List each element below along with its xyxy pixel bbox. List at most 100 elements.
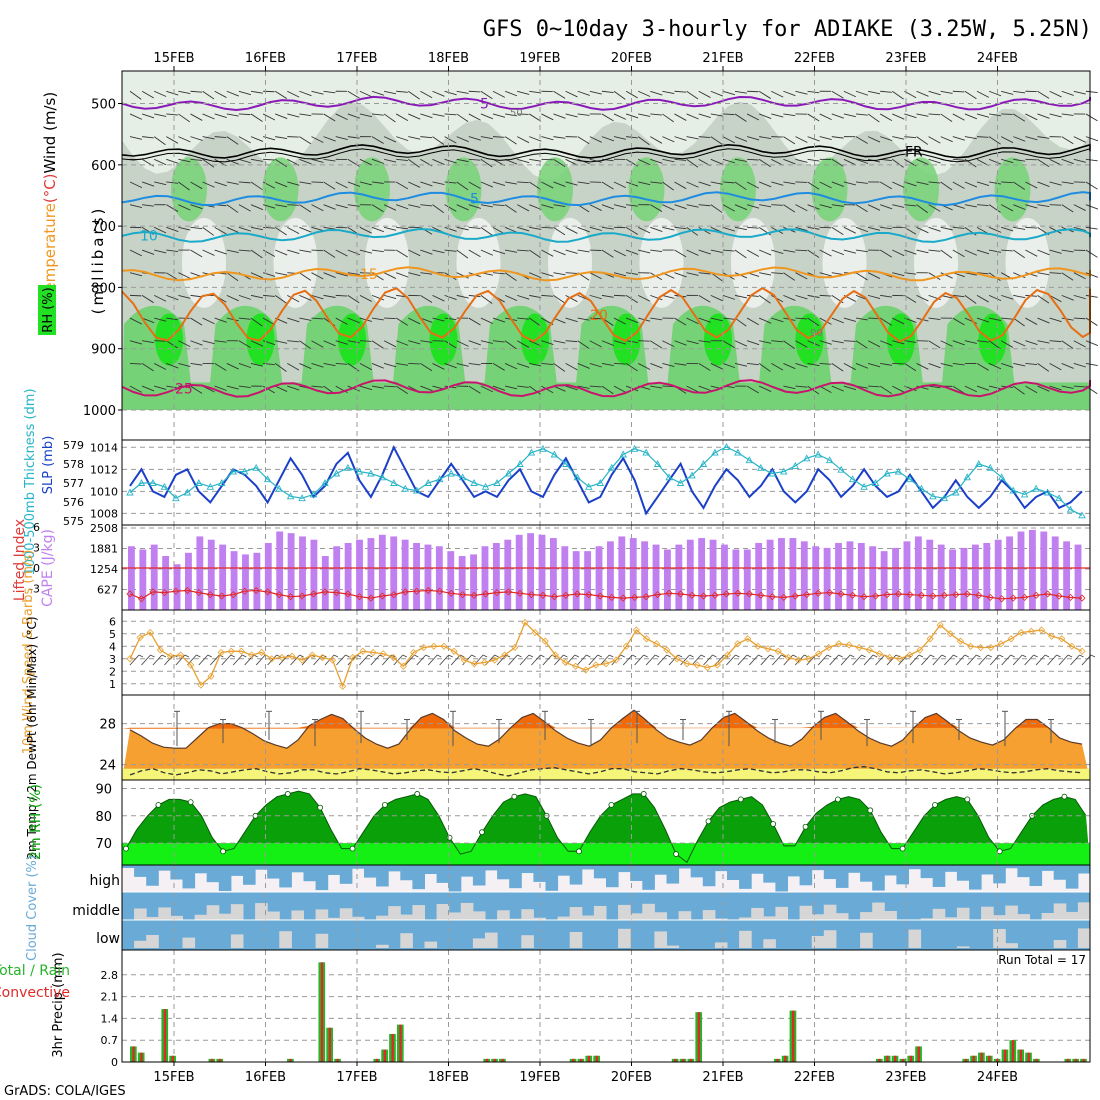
wind-barb bbox=[202, 113, 215, 120]
wind-speed-point bbox=[410, 648, 418, 657]
wind-barb bbox=[250, 136, 264, 142]
wind-barb bbox=[541, 181, 554, 189]
wind-barb bbox=[976, 385, 990, 391]
wind-speed-point bbox=[501, 651, 509, 659]
cloud-high-cell bbox=[218, 868, 232, 892]
wind-barb bbox=[577, 181, 590, 185]
precip-convective-bar bbox=[587, 1055, 591, 1062]
wind-speed-point bbox=[551, 651, 559, 659]
wind-barb bbox=[1037, 363, 1050, 372]
wind-barb bbox=[625, 181, 639, 187]
precip-axis-label: 3hr Precip (mm) bbox=[51, 952, 66, 1057]
cape-axis-label: CAPE (J/kg) bbox=[40, 529, 56, 607]
wind-barb bbox=[638, 90, 651, 97]
wind-barb bbox=[759, 249, 772, 256]
cloud-low-cell bbox=[714, 942, 728, 948]
precip-convective-bar bbox=[493, 1058, 496, 1062]
wind-barb bbox=[238, 158, 252, 164]
surface-wind-barb-flag bbox=[540, 654, 545, 658]
wind-barb bbox=[226, 90, 239, 97]
wind-barb bbox=[650, 204, 663, 212]
wind-barb bbox=[371, 340, 384, 349]
wind-barb bbox=[178, 294, 191, 299]
cloud-mid-cell bbox=[823, 904, 837, 920]
lifted-point bbox=[321, 588, 329, 596]
cloud-high-cell bbox=[848, 868, 861, 873]
cape-bar bbox=[983, 542, 991, 610]
thickness-point bbox=[252, 463, 260, 471]
wind-barb bbox=[988, 340, 1001, 350]
surface-wind-barb bbox=[209, 654, 220, 666]
lifted-point bbox=[298, 592, 306, 600]
cloud-mid-cell bbox=[654, 912, 667, 920]
surface-wind-barb bbox=[175, 654, 186, 666]
wind-barb bbox=[517, 249, 529, 252]
wind-barb bbox=[553, 272, 566, 276]
wind-barb bbox=[855, 340, 868, 349]
cloud-high-cell bbox=[823, 868, 837, 880]
surface-wind-barb bbox=[657, 654, 667, 666]
surface-wind-barb-flag bbox=[242, 654, 247, 658]
wind-barb bbox=[855, 272, 868, 281]
thickness-point bbox=[665, 473, 673, 481]
surface-wind-barb-flag bbox=[872, 654, 878, 658]
upper-axis-label-part: Temperature bbox=[41, 203, 59, 299]
wind-barb bbox=[1061, 385, 1074, 389]
wind-barb bbox=[577, 226, 590, 233]
rh2m-point bbox=[1061, 793, 1068, 800]
wind-barb bbox=[214, 90, 227, 98]
lifted-point bbox=[1032, 591, 1040, 599]
precip-convective-bar bbox=[972, 1055, 975, 1062]
surface-wind-barb-flag bbox=[987, 654, 992, 658]
wind-barb bbox=[178, 90, 191, 95]
wind-barb bbox=[420, 90, 433, 99]
wind-barb bbox=[710, 317, 723, 322]
wind-barb bbox=[904, 363, 917, 372]
wind-barb bbox=[154, 158, 167, 166]
surface-wind-barb bbox=[1024, 654, 1034, 666]
cloud-high-cell bbox=[230, 868, 244, 876]
wind-barb bbox=[904, 249, 917, 255]
wind-barb bbox=[988, 90, 1002, 97]
wind-barb bbox=[1073, 385, 1086, 388]
wind-barb bbox=[505, 249, 518, 253]
precip-convective-bar bbox=[996, 1058, 999, 1062]
wind-barb bbox=[444, 362, 457, 369]
cape-bar bbox=[150, 544, 158, 610]
wind-barb bbox=[456, 90, 469, 94]
wind-barb bbox=[287, 340, 299, 343]
wind-barb bbox=[347, 317, 360, 324]
cloud-high-cell bbox=[460, 868, 474, 877]
wind-speed-point bbox=[531, 628, 539, 637]
cloud-high-cell bbox=[1041, 868, 1055, 871]
wind-barb bbox=[783, 204, 796, 213]
cloud-high-cell bbox=[896, 868, 909, 885]
wind-barb bbox=[274, 158, 287, 168]
wind-barb bbox=[529, 226, 542, 230]
wind-barb bbox=[916, 363, 929, 370]
rh2m-point bbox=[608, 801, 615, 808]
lifted-point bbox=[745, 590, 753, 598]
wind-barb bbox=[226, 226, 239, 234]
lifted-point bbox=[137, 595, 146, 603]
precip-convective-bar bbox=[1027, 1052, 1030, 1062]
wind-barb bbox=[154, 249, 167, 254]
rh2m-tick-label: 90 bbox=[95, 782, 112, 797]
wind-barb bbox=[807, 340, 820, 347]
wind-barb bbox=[747, 158, 759, 161]
surface-wind-barb-flag bbox=[345, 654, 350, 658]
wind-barb bbox=[1025, 113, 1038, 121]
cape-bar bbox=[287, 533, 295, 610]
wind-barb bbox=[589, 90, 602, 95]
wind-barb bbox=[771, 113, 784, 118]
thickness-point bbox=[378, 473, 387, 481]
wind-barb bbox=[371, 113, 384, 116]
precip-convective-bar bbox=[878, 1058, 881, 1062]
wind-barb bbox=[686, 249, 699, 256]
wind-barb bbox=[1073, 272, 1086, 280]
cloud-high-cell bbox=[521, 868, 534, 874]
surface-wind-barb-flag bbox=[517, 654, 522, 658]
wind-barb bbox=[831, 385, 844, 392]
cloud-high-cell bbox=[654, 868, 667, 875]
